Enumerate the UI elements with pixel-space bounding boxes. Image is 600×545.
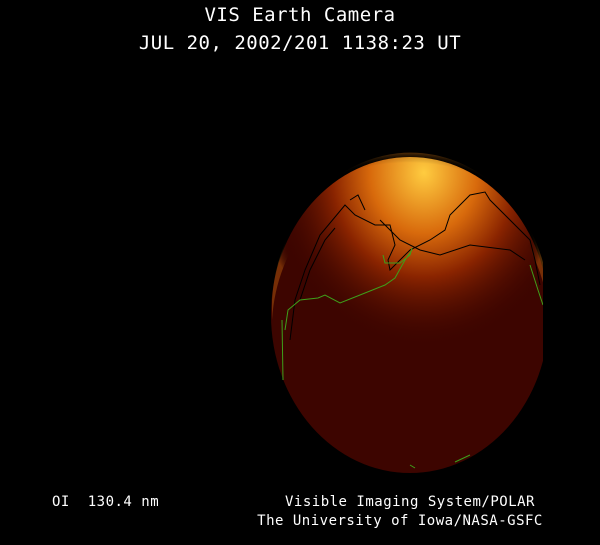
wavelength-label: OI 130.4 nm — [52, 494, 160, 510]
institution-label: The University of Iowa/NASA-GSFC — [257, 513, 543, 529]
coastline-nightside — [281, 247, 543, 469]
image-title: VIS Earth Camera — [204, 4, 396, 26]
image-timestamp: JUL 20, 2002/201 1138:23 UT — [138, 32, 462, 54]
coastline-dayside — [289, 191, 541, 341]
dayside-aurora-glow — [271, 157, 543, 473]
instrument-label: Visible Imaging System/POLAR — [284, 494, 535, 510]
